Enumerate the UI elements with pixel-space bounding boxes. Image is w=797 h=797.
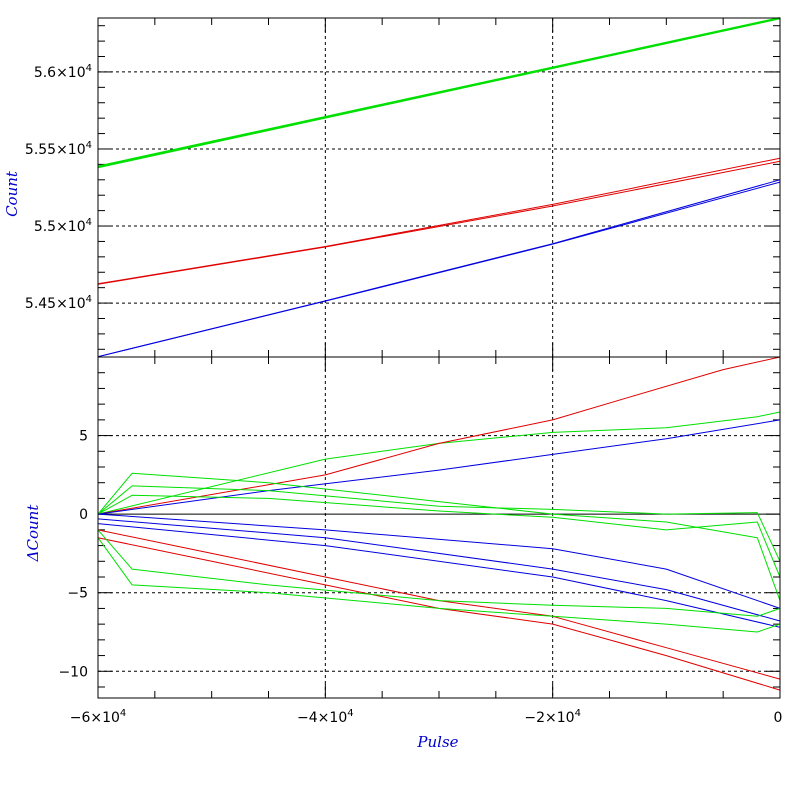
- top-series-line: [97, 179, 781, 358]
- top-series-line: [97, 181, 781, 358]
- bottom-series-line: [97, 411, 781, 515]
- bottom-series-line: [97, 513, 781, 609]
- bottom-series-line: [97, 529, 781, 617]
- bottom-series-line: [97, 356, 781, 515]
- top-plot-frame: [97, 17, 781, 358]
- top-series-line: [97, 18, 781, 169]
- x-tick-label: −2×104: [524, 708, 581, 726]
- top-y-tick-label: 5.45×104: [25, 294, 92, 312]
- x-tick-label: 0: [774, 710, 783, 726]
- top-series-line: [97, 157, 781, 285]
- top-panel: 5.45×104 5.5×104 5.55×104 5.6×104: [25, 17, 781, 358]
- x-tick-label: −6×104: [70, 708, 127, 726]
- x-tick-label: −4×104: [297, 708, 354, 726]
- bottom-series-line: [97, 472, 781, 601]
- top-series-line: [97, 17, 781, 168]
- bottom-y-axis-label: ΔCount: [24, 504, 42, 563]
- bottom-series-line: [97, 419, 781, 515]
- bottom-y-tick-label: −5: [67, 586, 88, 602]
- bottom-plot-frame: [97, 356, 781, 699]
- bottom-y-tick-label: 5: [79, 429, 88, 445]
- bottom-series-line: [97, 537, 781, 633]
- bottom-y-tick-label: 0: [79, 507, 88, 523]
- top-y-tick-label: 5.6×104: [34, 63, 92, 81]
- top-series-line: [97, 160, 781, 285]
- top-y-tick-label: 5.5×104: [34, 217, 92, 235]
- top-y-tick-label: 5.55×104: [25, 140, 92, 158]
- top-y-axis-label: Count: [3, 170, 21, 217]
- bottom-series-line: [97, 494, 781, 578]
- bottom-series-line: [97, 518, 781, 622]
- bottom-panel: −10 −5 0 5 −6×104 −4×104 −2×104 0: [58, 356, 783, 726]
- x-axis-label: Pulse: [416, 733, 458, 751]
- bottom-series-line: [97, 523, 781, 628]
- bottom-series-line: [97, 529, 781, 680]
- bottom-y-tick-label: −10: [58, 664, 88, 680]
- bottom-series-line: [97, 537, 781, 691]
